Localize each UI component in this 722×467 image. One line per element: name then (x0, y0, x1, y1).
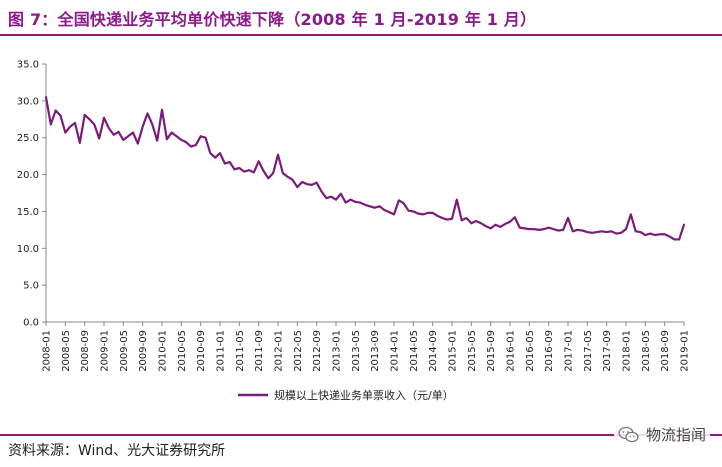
x-tick-label: 2015-09 (486, 330, 497, 372)
x-tick-label: 2015-05 (467, 330, 478, 372)
x-tick-label: 2017-05 (583, 330, 594, 372)
y-tick-label: 5.0 (23, 281, 39, 292)
series-layer (44, 96, 686, 241)
x-tick-label: 2008-01 (42, 330, 53, 372)
x-tick-label: 2011-05 (235, 330, 246, 372)
x-tick-label: 2014-09 (428, 330, 439, 372)
x-tick-label: 2009-05 (119, 330, 130, 372)
x-tick-label: 2013-09 (370, 330, 381, 372)
x-tick-label: 2008-09 (80, 330, 91, 372)
x-tick-label: 2013-01 (332, 330, 343, 372)
x-tick-label: 2017-01 (564, 330, 575, 372)
watermark: 物流指闻 (613, 422, 710, 447)
x-tick-label: 2011-01 (216, 330, 227, 372)
x-tick-label: 2010-05 (177, 330, 188, 372)
x-tick-label: 2014-05 (409, 330, 420, 372)
x-tick-label: 2011-09 (254, 330, 265, 372)
x-tick-label: 2015-01 (448, 330, 459, 372)
x-tick-label: 2016-01 (506, 330, 517, 372)
line-chart: 0.05.010.015.020.025.030.035.0 2008-01 20… (17, 60, 691, 403)
x-tick-label: 2018-09 (660, 330, 671, 372)
x-tick-label: 2018-05 (641, 330, 652, 372)
x-tick-label: 2016-09 (544, 330, 555, 372)
y-tick-label: 0.0 (23, 318, 39, 329)
figure-title: 图 7：全国快递业务平均单价快速下降（2008 年 1 月-2019 年 1 月… (8, 10, 537, 29)
x-tick-label: 2018-01 (622, 330, 633, 372)
legend-label: 规模以上快递业务单票收入（元/单） (274, 388, 454, 402)
y-tick-label: 30.0 (17, 96, 39, 107)
source-note: 资料来源：Wind、光大证券研究所 (8, 443, 226, 459)
y-tick-label: 25.0 (17, 133, 39, 144)
x-tick-label: 2014-01 (390, 330, 401, 372)
y-tick-label: 15.0 (17, 207, 39, 218)
source-divider (0, 434, 722, 436)
x-tick-label: 2019-01 (680, 330, 691, 372)
watermark-text: 物流指闻 (645, 426, 706, 444)
y-tick-label: 20.0 (17, 170, 39, 181)
series-line (44, 96, 686, 241)
y-axis: 0.0 5.0 10.0 15.0 20.0 25.0 30.0 35.0 (17, 60, 47, 329)
x-tick-label: 2010-09 (196, 330, 207, 372)
x-tick-label: 2017-09 (602, 330, 613, 372)
x-tick-label: 2012-09 (312, 330, 323, 372)
y-tick-label: 10.0 (17, 244, 39, 255)
x-tick-label: 2010-01 (158, 330, 169, 372)
x-tick-label: 2016-05 (525, 330, 536, 372)
x-tick-label: 2008-05 (61, 330, 72, 372)
x-tick-label: 2013-05 (351, 330, 362, 372)
y-tick-label: 35.0 (17, 60, 39, 71)
x-tick-label: 2012-01 (274, 330, 285, 372)
title-divider (0, 34, 722, 36)
legend: 规模以上快递业务单票收入（元/单） (238, 388, 454, 402)
x-tick-label: 2009-09 (138, 330, 149, 372)
x-axis: 2008-01 2008-05 2008-09 2009-01 2009-05 2009-… (42, 321, 691, 372)
x-tick-label: 2012-05 (293, 330, 304, 372)
wechat-icon (618, 426, 639, 442)
x-tick-label: 2009-01 (100, 330, 111, 372)
